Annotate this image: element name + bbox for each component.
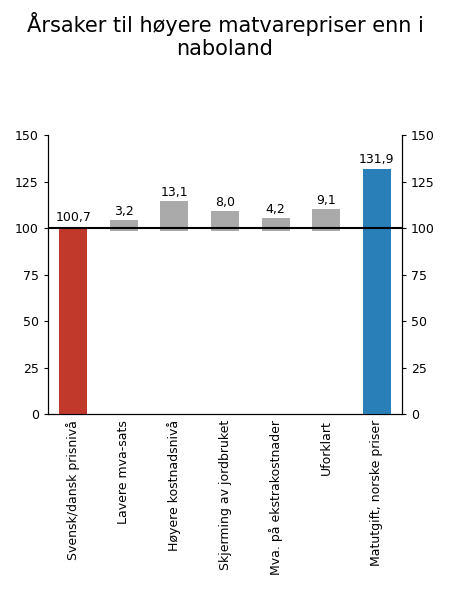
- Bar: [312, 209, 340, 231]
- Text: 8,0: 8,0: [215, 196, 235, 209]
- Bar: [363, 169, 391, 414]
- Bar: [262, 218, 289, 231]
- Bar: [211, 211, 239, 231]
- Text: 4,2: 4,2: [266, 203, 285, 216]
- Text: 13,1: 13,1: [161, 186, 188, 199]
- Text: 9,1: 9,1: [316, 194, 336, 206]
- Bar: [161, 201, 188, 231]
- Text: 131,9: 131,9: [359, 153, 395, 166]
- Text: 100,7: 100,7: [55, 211, 91, 224]
- Text: 3,2: 3,2: [114, 205, 134, 218]
- Bar: [59, 227, 87, 414]
- Bar: [110, 219, 138, 231]
- Text: Årsaker til høyere matvarepriser enn i
naboland: Årsaker til høyere matvarepriser enn i n…: [27, 12, 423, 59]
